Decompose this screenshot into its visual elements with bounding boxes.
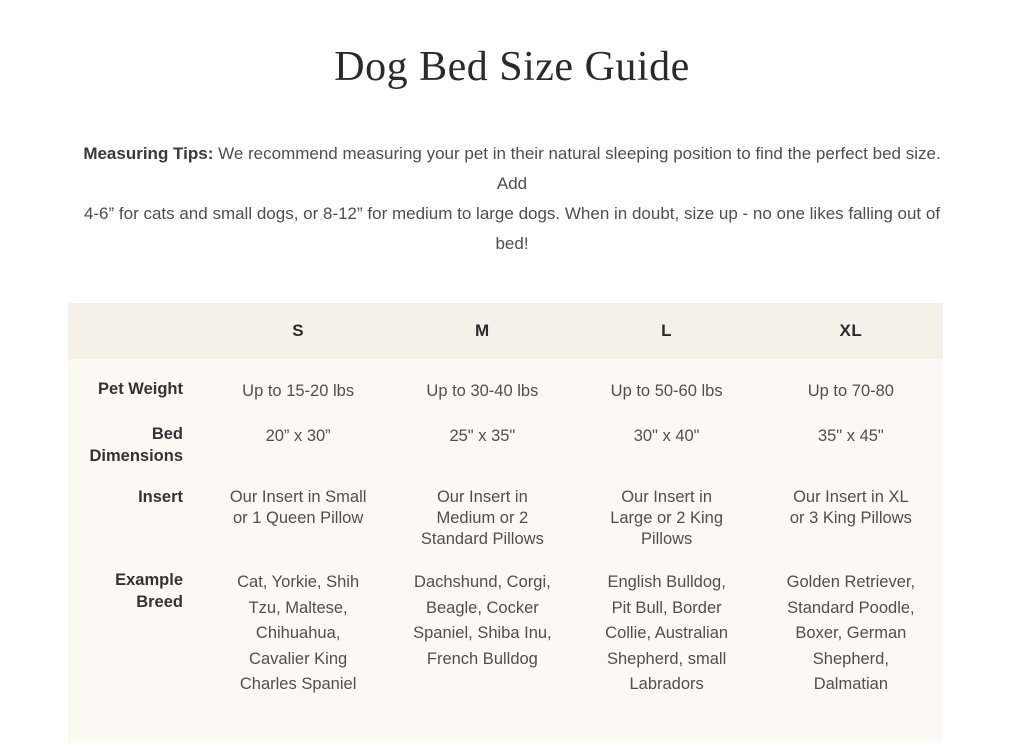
table-row: Example Breed Cat, Yorkie, Shih Tzu, Malt…	[68, 570, 943, 698]
measuring-tips-text: We recommend measuring your pet in their…	[83, 144, 941, 253]
size-guide-table: S M L XL Pet Weight Up to 15-20 lbs Up to 30-…	[68, 303, 943, 743]
table-row: Insert Our Insert in Small or 1 Queen Pil…	[68, 487, 943, 550]
table-row: Pet Weight Up to 15-20 lbs Up to 30-40 lbs…	[68, 379, 943, 404]
row-label: Insert	[138, 488, 183, 506]
table-cell: 20” x 30”	[265, 427, 331, 445]
table-cell: Dachshund, Corgi, Beagle, Cocker Spaniel…	[413, 573, 552, 668]
row-label: Pet Weight	[98, 380, 183, 398]
page-title: Dog Bed Size Guide	[334, 44, 690, 90]
size-table-header: S M L XL	[68, 303, 943, 359]
table-cell: Our Insert in Medium or 2 Standard Pillo…	[420, 488, 544, 548]
column-header-xl: XL	[839, 321, 863, 340]
row-label: Bed Dimensions	[89, 425, 183, 465]
size-table-body: Pet Weight Up to 15-20 lbs Up to 30-40 lbs…	[68, 359, 943, 743]
table-cell: 30" x 40"	[633, 427, 700, 445]
table-cell: 35" x 45"	[817, 427, 884, 445]
table-cell: Up to 15-20 lbs	[242, 382, 355, 400]
table-cell: Up to 50-60 lbs	[610, 382, 723, 400]
table-cell: Cat, Yorkie, Shih Tzu, Maltese, Chihuahu…	[237, 573, 360, 693]
table-cell: Up to 30-40 lbs	[426, 382, 539, 400]
table-row: Bed Dimensions 20” x 30” 25" x 35" 30" x 40…	[68, 424, 943, 467]
table-cell: Our Insert in Small or 1 Queen Pillow	[229, 488, 367, 527]
table-cell: Our Insert in Large or 2 King Pillows	[610, 488, 724, 548]
measuring-tips: Measuring Tips: We recommend measuring y…	[76, 139, 948, 259]
column-header-m: M	[475, 321, 490, 340]
column-header-s: S	[292, 321, 305, 340]
table-cell: English Bulldog, Pit Bull, Border Collie…	[605, 573, 729, 693]
table-cell: Our Insert in XL or 3 King Pillows	[789, 488, 912, 527]
column-header-l: L	[661, 321, 673, 340]
row-label: Example Breed	[115, 571, 183, 611]
table-cell: 25" x 35"	[449, 427, 516, 445]
table-cell: Golden Retriever, Standard Poodle, Boxer…	[786, 573, 916, 693]
table-cell: Up to 70-80	[807, 382, 894, 400]
measuring-tips-label: Measuring Tips:	[83, 144, 214, 163]
